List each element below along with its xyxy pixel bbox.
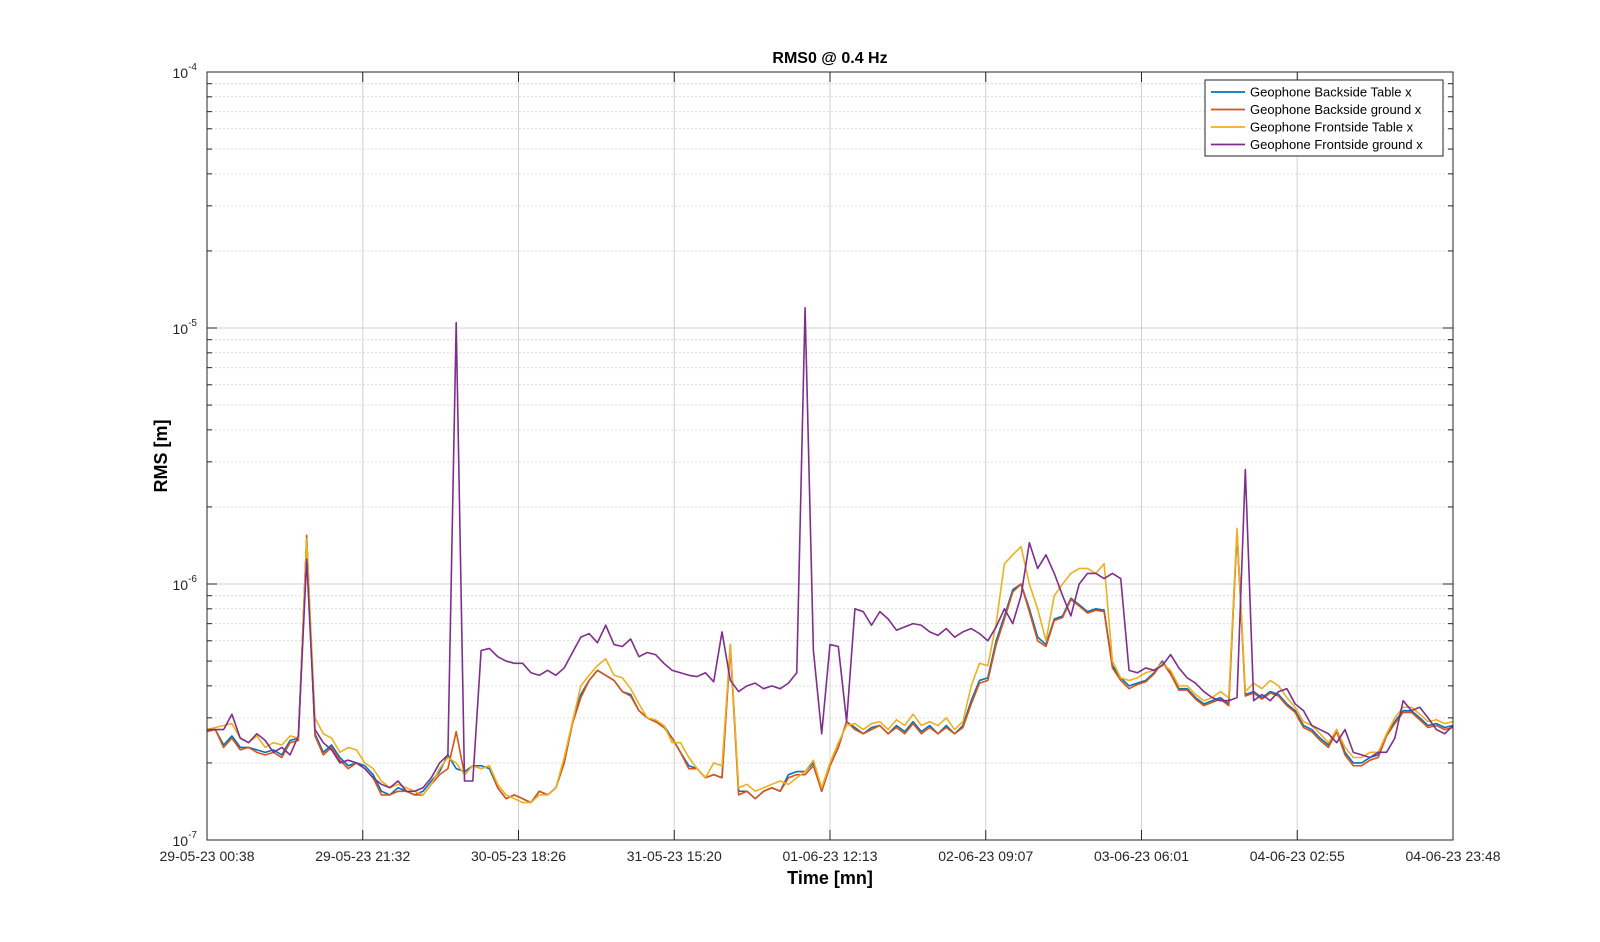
x-axis-title: Time [mn] — [787, 868, 873, 888]
x-tick-label: 01-06-23 12:13 — [783, 848, 878, 864]
major-grid — [206, 71, 1454, 841]
y-tick-label: 10-4 — [173, 62, 198, 81]
x-tick-label: 30-05-23 18:26 — [471, 848, 566, 864]
legend-label: Geophone Backside Table x — [1250, 85, 1412, 100]
series-line-4 — [207, 306, 1454, 793]
x-tick-labels: 29-05-23 00:38 29-05-23 21:32 30-05-23 18:… — [160, 848, 1501, 864]
legend-label: Geophone Backside ground x — [1250, 102, 1422, 117]
x-tick-label: 29-05-23 00:38 — [160, 848, 255, 864]
legend: Geophone Backside Table x Geophone Backsi… — [1204, 79, 1444, 157]
y-tick-label: 10-6 — [173, 574, 198, 593]
ticks-layer — [206, 71, 1454, 841]
x-tick-label: 29-05-23 21:32 — [315, 848, 410, 864]
y-tick-labels: 10-7 10-6 10-5 10-4 — [173, 62, 198, 849]
legend-label: Geophone Frontside ground x — [1250, 137, 1423, 152]
chart-title: RMS0 @ 0.4 Hz — [772, 50, 887, 67]
series-layer — [206, 306, 1454, 804]
x-tick-label: 31-05-23 15:20 — [627, 848, 722, 864]
y-axis-title: RMS [m] — [151, 420, 171, 493]
y-tick-label: 10-7 — [173, 830, 198, 849]
legend-label: Geophone Frontside Table x — [1250, 120, 1414, 135]
x-tick-label: 02-06-23 09:07 — [938, 848, 1033, 864]
series-line-2 — [206, 530, 1454, 804]
x-tick-label: 04-06-23 23:48 — [1406, 848, 1501, 864]
x-tick-label: 03-06-23 06:01 — [1094, 848, 1189, 864]
y-tick-label: 10-5 — [173, 318, 198, 337]
x-tick-label: 04-06-23 02:55 — [1250, 848, 1345, 864]
